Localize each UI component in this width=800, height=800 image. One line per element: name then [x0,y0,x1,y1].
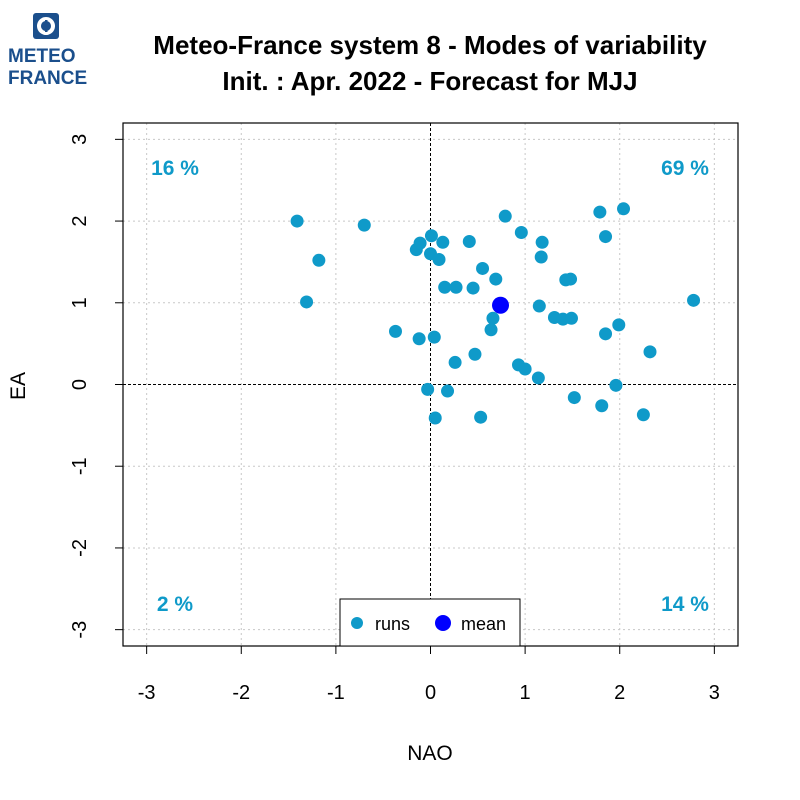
run-point [388,324,402,338]
y-tick-label: 2 [69,216,91,227]
legend-box [339,598,521,647]
y-tick-label: 1 [69,297,91,308]
run-point [595,399,609,413]
run-point [449,280,463,294]
run-point [534,250,548,264]
run-point [636,408,650,422]
logo-swirl-icon [37,17,56,36]
run-point [535,235,549,249]
run-point [564,311,578,325]
x-tick-label: -3 [138,682,156,704]
run-point [593,205,607,219]
run-point [532,299,546,313]
run-point [498,209,512,223]
quadrant-label-bottom-left: 2 % [157,593,194,616]
run-point [531,371,545,385]
legend-runs-label: runs [375,614,410,634]
quadrant-label-top-right: 69 % [661,157,709,180]
run-point [609,378,623,392]
run-point [687,293,701,307]
run-point [484,323,498,337]
y-tick-label: -2 [69,539,91,557]
y-tick-label: 0 [69,379,91,390]
run-point [518,362,532,376]
run-point [476,261,490,275]
run-point [312,253,326,267]
run-point [427,330,441,344]
chart-subtitle: Init. : Apr. 2022 - Forecast for MJJ [222,66,637,96]
run-point [413,236,427,250]
run-point [466,281,480,295]
run-point [462,234,476,248]
chart-title: Meteo-France system 8 - Modes of variabi… [153,30,707,60]
quadrant-label-bottom-right: 14 % [661,593,709,616]
legend-mean-marker [435,615,451,631]
run-point [432,252,446,266]
run-point [290,214,304,228]
run-point [436,235,450,249]
quadrant-label-top-left: 16 % [151,157,199,180]
mean-point [492,296,510,314]
legend-mean-label: mean [461,614,506,634]
run-point [412,332,426,346]
data-points [290,202,701,425]
run-point [599,230,613,244]
logo-line-2: FRANCE [8,68,87,89]
x-tick-label: -2 [232,682,250,704]
x-tick-label: 3 [709,682,720,704]
x-tick-label: 0 [425,682,436,704]
x-axis: -3 -2 -1 0 1 2 3 [138,646,720,704]
x-tick-label: 2 [614,682,625,704]
run-point [617,202,631,216]
y-axis-label: EA [7,372,30,400]
x-tick-label: 1 [520,682,531,704]
logo-line-1: METEO [8,46,76,67]
run-point [564,272,578,286]
run-point [424,229,438,243]
y-tick-label: 3 [69,134,91,145]
run-point [486,311,500,325]
run-point [428,411,442,425]
run-point [612,318,626,332]
x-tick-label: -1 [327,682,345,704]
run-point [567,391,581,405]
run-point [474,410,488,424]
run-point [468,347,482,361]
run-point [438,280,452,294]
meteo-france-logo: METEO FRANCE [8,13,87,89]
run-point [489,272,503,286]
run-point [300,295,314,309]
y-tick-label: -1 [69,457,91,475]
run-point [643,345,657,359]
run-point [441,384,455,398]
run-point [514,226,528,240]
legend: runs mean [339,598,521,647]
x-axis-label: NAO [407,742,453,765]
run-point [357,218,371,232]
run-point [599,327,613,341]
run-point [448,355,462,369]
legend-runs-marker [351,617,363,629]
y-tick-label: -3 [69,621,91,639]
y-axis: -3 -2 -1 0 1 2 3 [69,134,123,639]
run-point [421,382,435,396]
